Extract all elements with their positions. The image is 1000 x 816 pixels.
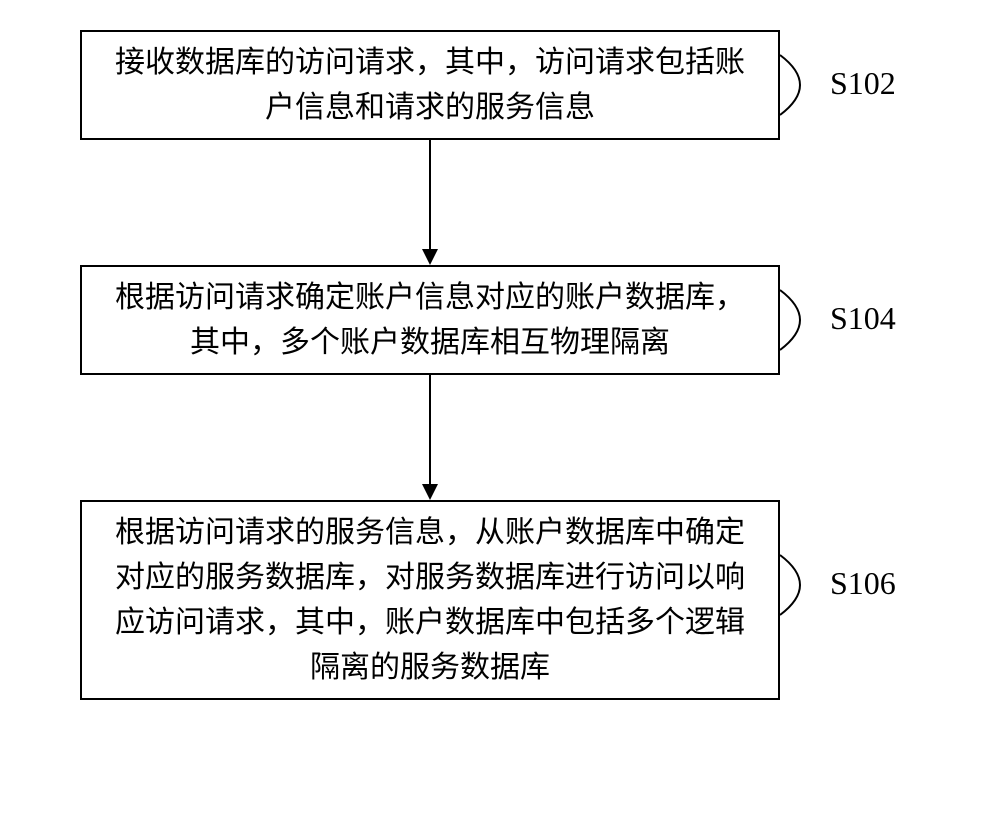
- flow-node-text: 根据访问请求确定账户信息对应的账户数据库，其中，多个账户数据库相互物理隔离: [102, 275, 758, 365]
- flow-node-s106: 根据访问请求的服务信息，从账户数据库中确定对应的服务数据库，对服务数据库进行访问…: [80, 500, 780, 700]
- flow-node-text: 根据访问请求的服务信息，从账户数据库中确定对应的服务数据库，对服务数据库进行访问…: [102, 510, 758, 690]
- flowchart-canvas: 接收数据库的访问请求，其中，访问请求包括账户信息和请求的服务信息 S102 根据…: [0, 0, 1000, 816]
- step-label-s102: S102: [830, 65, 896, 102]
- step-label-s104: S104: [830, 300, 896, 337]
- flow-node-text: 接收数据库的访问请求，其中，访问请求包括账户信息和请求的服务信息: [102, 40, 758, 130]
- step-label-s106: S106: [830, 565, 896, 602]
- flow-node-s102: 接收数据库的访问请求，其中，访问请求包括账户信息和请求的服务信息: [80, 30, 780, 140]
- flow-node-s104: 根据访问请求确定账户信息对应的账户数据库，其中，多个账户数据库相互物理隔离: [80, 265, 780, 375]
